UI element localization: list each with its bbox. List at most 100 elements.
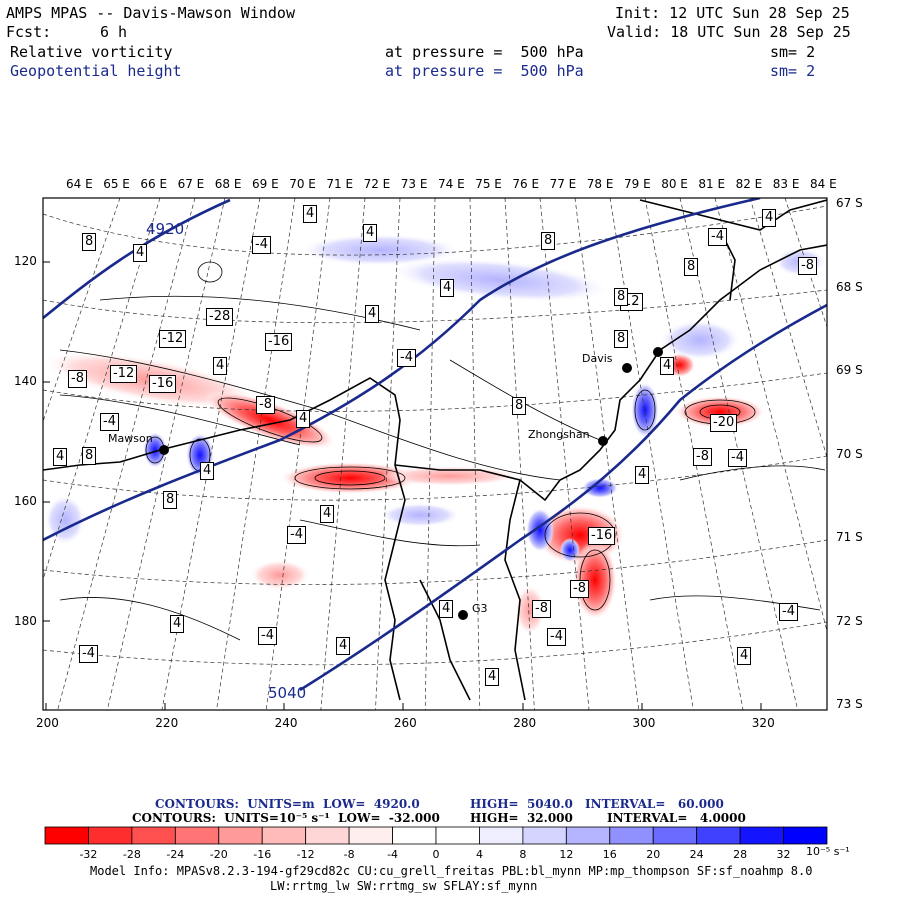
field2-smoothing: sm= 2 bbox=[770, 62, 816, 80]
x-tick-label: 280 bbox=[513, 716, 537, 730]
vorticity-value-label: -28 bbox=[206, 308, 234, 326]
vorticity-value-label: -4 bbox=[708, 228, 727, 246]
vorticity-value-label: -16 bbox=[149, 375, 177, 393]
colorbar-tick-label: -28 bbox=[122, 848, 141, 861]
top-lon-label: 84 E bbox=[810, 177, 837, 191]
y-tick-label: 180 bbox=[14, 614, 37, 628]
axis-ticks bbox=[43, 261, 762, 710]
top-lon-label: 65 E bbox=[103, 177, 130, 191]
vorticity-value-label: 4 bbox=[200, 462, 215, 480]
colorbar-tick-label: -12 bbox=[296, 848, 315, 861]
y-tick-label: 140 bbox=[14, 374, 37, 388]
vorticity-value-label: -12 bbox=[110, 365, 138, 383]
vorticity-value-label: -16 bbox=[265, 333, 293, 351]
model-info-physics: LW:rrtmg_lw SW:rrtmg_sw SFLAY:sf_mynn bbox=[270, 879, 538, 893]
right-lat-label: 71 S bbox=[836, 530, 863, 544]
height-contour-high: HIGH= 5040.0 bbox=[470, 797, 573, 811]
top-lon-label: 81 E bbox=[698, 177, 726, 191]
forecast-value: 6 h bbox=[100, 23, 128, 41]
field1-level: at pressure = 500 hPa bbox=[385, 43, 584, 61]
right-lat-label: 69 S bbox=[836, 363, 863, 377]
vorticity-value-label: 4 bbox=[53, 448, 68, 466]
colorbar bbox=[44, 826, 828, 845]
colorbar-swatch bbox=[609, 826, 654, 845]
x-tick-label: 300 bbox=[632, 716, 656, 730]
vorticity-value-label: 4 bbox=[440, 279, 455, 297]
init-time: Init: 12 UTC Sun 28 Sep 25 bbox=[615, 4, 850, 22]
station-davis-dot bbox=[622, 363, 632, 373]
top-lon-label: 75 E bbox=[475, 177, 502, 191]
y-tick-label: 120 bbox=[14, 254, 37, 268]
vorticity-value-label: -4 bbox=[547, 628, 566, 646]
top-lon-label: 67 E bbox=[177, 177, 205, 191]
vorticity-contour-interval: INTERVAL= 4.0000 bbox=[607, 811, 746, 825]
vorticity-value-label: -4 bbox=[258, 627, 277, 645]
station-zhongshan-dot bbox=[598, 436, 608, 446]
colorbar-tick-label: 12 bbox=[559, 848, 574, 861]
product-title: AMPS MPAS -- Davis-Mawson Window bbox=[6, 4, 295, 22]
top-lon-label: 68 E bbox=[214, 177, 242, 191]
vorticity-value-label: 4 bbox=[660, 357, 675, 375]
colorbar-tick-label: -4 bbox=[387, 848, 399, 861]
colorbar-swatch bbox=[392, 826, 437, 845]
field1-smoothing: sm= 2 bbox=[770, 43, 816, 61]
colorbar-tick-label: 20 bbox=[646, 848, 661, 861]
top-lon-label: 64 E bbox=[66, 177, 93, 191]
colorbar-swatch bbox=[696, 826, 741, 845]
top-lon-label: 80 E bbox=[661, 177, 688, 191]
station-markers bbox=[159, 347, 663, 620]
colorbar-swatch bbox=[739, 826, 784, 845]
field2-name: Geopotential height bbox=[10, 62, 182, 80]
vorticity-value-label: -8 bbox=[68, 370, 87, 388]
colorbar-tick-label: 4 bbox=[475, 848, 483, 861]
map-frame bbox=[42, 197, 828, 711]
vorticity-value-label: 8 bbox=[541, 232, 556, 250]
vorticity-value-label: 4 bbox=[365, 305, 380, 323]
vorticity-value-label: 8 bbox=[684, 258, 699, 276]
height-contour-info: CONTOURS: UNITS=m LOW= 4920.0 bbox=[155, 797, 420, 811]
colorbar-tick-label: -24 bbox=[166, 848, 185, 861]
forecast-label: Fcst: bbox=[6, 23, 52, 41]
x-tick-label: 220 bbox=[155, 716, 179, 730]
vorticity-value-label: 4 bbox=[320, 505, 335, 523]
vorticity-value-label: -4 bbox=[287, 526, 306, 544]
vorticity-value-label: 4 bbox=[439, 600, 454, 618]
colorbar-tick-label: -8 bbox=[343, 848, 355, 861]
colorbar-units: 10⁻⁵ s⁻¹ bbox=[806, 845, 850, 858]
colorbar-swatch bbox=[652, 826, 698, 845]
top-lon-label: 73 E bbox=[400, 177, 428, 191]
colorbar-swatch bbox=[435, 826, 480, 845]
vorticity-value-label: 8 bbox=[614, 288, 629, 306]
vorticity-value-label: -4 bbox=[79, 645, 98, 663]
vorticity-value-label: 8 bbox=[82, 233, 97, 251]
height-contour-interval: INTERVAL= 60.000 bbox=[585, 797, 724, 811]
valid-time: Valid: 18 UTC Sun 28 Sep 25 bbox=[607, 23, 851, 41]
colorbar-tick-label: -20 bbox=[209, 848, 228, 861]
vorticity-value-label: -8 bbox=[570, 580, 589, 598]
vorticity-value-label: -16 bbox=[588, 527, 616, 545]
field2-level: at pressure = 500 hPa bbox=[385, 62, 584, 80]
vorticity-value-label: 4 bbox=[635, 466, 650, 484]
colorbar-tick-label: -16 bbox=[253, 848, 272, 861]
top-lon-label: 70 E bbox=[289, 177, 316, 191]
y-tick-label: 160 bbox=[14, 494, 37, 508]
x-tick-label: 240 bbox=[274, 716, 298, 730]
colorbar-swatch bbox=[479, 826, 524, 845]
height-label-4920: 4920 bbox=[146, 220, 185, 238]
station-zhongshan-label: Zhongshan bbox=[528, 428, 590, 441]
map-field-layer bbox=[43, 198, 827, 710]
colorbar-swatch bbox=[783, 826, 828, 845]
station-g3-label: G3 bbox=[472, 602, 488, 615]
model-info: Model Info: MPASv8.2.3-194-gf29cd82c CU:… bbox=[90, 864, 813, 878]
colorbar-swatch bbox=[174, 826, 220, 845]
colorbar-tick-label: 24 bbox=[689, 848, 704, 861]
colorbar-tick-label: -32 bbox=[79, 848, 98, 861]
field1-name: Relative vorticity bbox=[10, 43, 173, 61]
vorticity-value-label: 4 bbox=[336, 637, 351, 655]
colorbar-swatch bbox=[44, 826, 89, 845]
x-tick-label: 260 bbox=[393, 716, 417, 730]
vorticity-value-label: -12 bbox=[159, 330, 187, 348]
colorbar-swatch bbox=[305, 826, 350, 845]
colorbar-tick-label: 28 bbox=[733, 848, 748, 861]
